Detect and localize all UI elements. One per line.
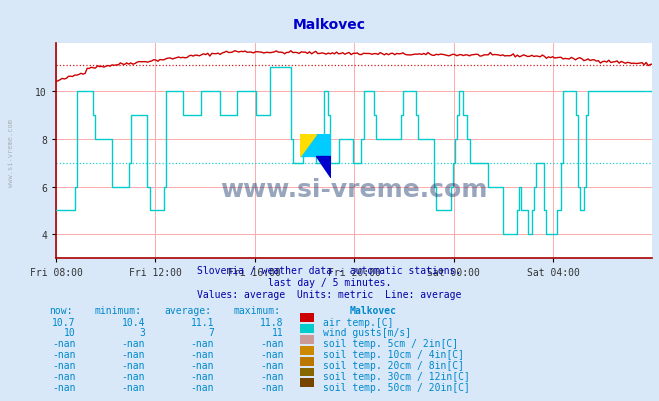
Text: -nan: -nan — [52, 382, 76, 392]
Text: maximum:: maximum: — [233, 305, 280, 315]
Text: -nan: -nan — [260, 371, 283, 381]
Text: 10.7: 10.7 — [52, 317, 76, 327]
Text: now:: now: — [49, 305, 72, 315]
Text: -nan: -nan — [260, 360, 283, 370]
Text: soil temp. 50cm / 20in[C]: soil temp. 50cm / 20in[C] — [323, 382, 470, 392]
Text: -nan: -nan — [121, 338, 145, 348]
Text: 11: 11 — [272, 328, 283, 338]
Text: -nan: -nan — [190, 360, 214, 370]
Text: air temp.[C]: air temp.[C] — [323, 317, 393, 327]
Text: Slovenia / weather data - automatic stations.: Slovenia / weather data - automatic stat… — [197, 265, 462, 275]
Text: -nan: -nan — [121, 382, 145, 392]
Text: 3: 3 — [139, 328, 145, 338]
Text: -nan: -nan — [190, 382, 214, 392]
Text: -nan: -nan — [52, 360, 76, 370]
Text: Malkovec: Malkovec — [293, 18, 366, 32]
Text: www.si-vreme.com: www.si-vreme.com — [221, 178, 488, 202]
Text: last day / 5 minutes.: last day / 5 minutes. — [268, 277, 391, 288]
Text: www.si-vreme.com: www.si-vreme.com — [8, 118, 14, 186]
Text: minimum:: minimum: — [95, 305, 142, 315]
Text: 10.4: 10.4 — [121, 317, 145, 327]
Text: -nan: -nan — [52, 349, 76, 359]
Text: average:: average: — [164, 305, 211, 315]
Text: soil temp. 20cm / 8in[C]: soil temp. 20cm / 8in[C] — [323, 360, 464, 370]
Text: soil temp. 5cm / 2in[C]: soil temp. 5cm / 2in[C] — [323, 338, 458, 348]
Text: wind gusts[m/s]: wind gusts[m/s] — [323, 328, 411, 338]
Polygon shape — [300, 134, 331, 156]
Text: -nan: -nan — [52, 371, 76, 381]
Text: soil temp. 30cm / 12in[C]: soil temp. 30cm / 12in[C] — [323, 371, 470, 381]
Text: -nan: -nan — [52, 338, 76, 348]
Text: 11.1: 11.1 — [190, 317, 214, 327]
Text: -nan: -nan — [260, 338, 283, 348]
Text: -nan: -nan — [190, 338, 214, 348]
Polygon shape — [300, 134, 316, 156]
Text: Values: average  Units: metric  Line: average: Values: average Units: metric Line: aver… — [197, 290, 462, 300]
Text: 10: 10 — [64, 328, 76, 338]
Text: soil temp. 10cm / 4in[C]: soil temp. 10cm / 4in[C] — [323, 349, 464, 359]
Text: -nan: -nan — [121, 349, 145, 359]
Text: -nan: -nan — [121, 371, 145, 381]
Text: -nan: -nan — [260, 382, 283, 392]
Text: -nan: -nan — [190, 349, 214, 359]
Text: -nan: -nan — [121, 360, 145, 370]
Text: 11.8: 11.8 — [260, 317, 283, 327]
Text: 7: 7 — [208, 328, 214, 338]
Text: -nan: -nan — [190, 371, 214, 381]
Polygon shape — [316, 156, 331, 178]
Text: -nan: -nan — [260, 349, 283, 359]
Text: Malkovec: Malkovec — [349, 305, 396, 315]
